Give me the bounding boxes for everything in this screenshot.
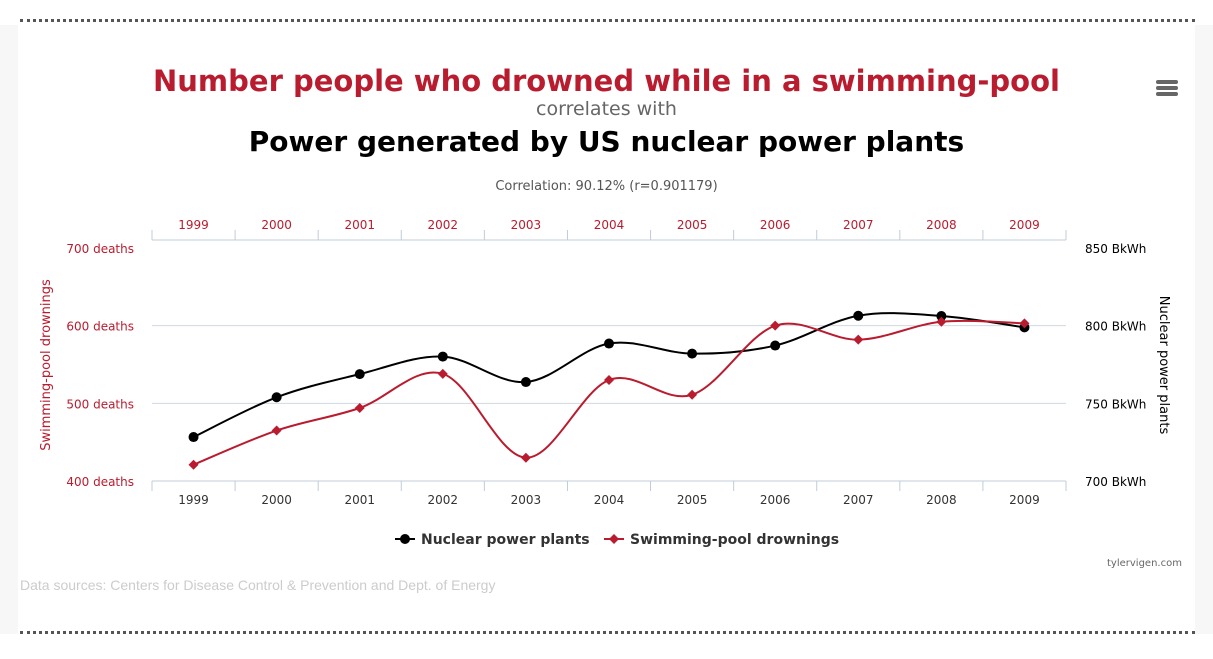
right-y-tick-label: 800 BkWh <box>1085 320 1146 334</box>
legend-circle-icon <box>400 534 410 544</box>
x-tick-label: 2005 <box>677 493 708 507</box>
bottom-divider <box>20 631 1195 634</box>
x-tick-label: 2002 <box>428 493 459 507</box>
top-x-tick-label: 2003 <box>511 218 542 232</box>
x-tick-label: 1999 <box>178 493 209 507</box>
top-x-tick-label: 2004 <box>594 218 625 232</box>
top-x-tick-label: 2008 <box>926 218 957 232</box>
nuclear-point <box>604 338 614 349</box>
top-x-tick-label: 2002 <box>428 218 459 232</box>
x-tick-label: 2008 <box>926 493 957 507</box>
legend-item: Swimming-pool drownings <box>630 532 839 548</box>
x-tick-label: 2001 <box>344 493 375 507</box>
left-y-tick-label: 500 deaths <box>66 397 134 411</box>
drownings-point <box>188 459 199 470</box>
drownings-point <box>853 334 864 345</box>
nuclear-point <box>853 310 864 321</box>
nuclear-point <box>354 369 365 380</box>
right-y-tick-label: 850 BkWh <box>1085 242 1146 256</box>
nuclear-point <box>770 340 781 351</box>
x-tick-label: 2004 <box>594 493 625 507</box>
chart-title: Number people who drowned while in a swi… <box>153 64 1060 98</box>
nuclear-point <box>936 311 947 322</box>
hamburger-menu-icon[interactable] <box>1156 80 1178 98</box>
nuclear-point <box>687 348 698 359</box>
right-y-tick-label: 700 BkWh <box>1085 475 1146 489</box>
drownings-point <box>770 320 781 331</box>
top-x-tick-label: 2007 <box>843 218 874 232</box>
legend-diamond-icon <box>609 534 619 544</box>
x-tick-label: 2003 <box>511 493 542 507</box>
chart-title-2: Power generated by US nuclear power plan… <box>248 125 965 158</box>
credit[interactable]: tylervigen.com <box>1107 558 1182 569</box>
left-y-tick-label: 400 deaths <box>66 475 134 489</box>
chart: 1999 1999 2000 2000 2001 2001 2002 2002 2003 2003… <box>39 218 1171 548</box>
top-x-tick-label: 2001 <box>344 218 375 232</box>
x-tick-label: 2007 <box>843 493 874 507</box>
drownings-point <box>604 375 614 386</box>
nuclear-point <box>520 377 531 388</box>
drownings-point <box>271 425 282 436</box>
chart-subtitle: correlates with <box>536 98 677 120</box>
drownings-point <box>354 402 365 413</box>
correlation-text: Correlation: 90.12% (r=0.901179) <box>495 179 718 194</box>
left-y-tick-label: 700 deaths <box>66 242 134 256</box>
x-tick-label: 2006 <box>760 493 791 507</box>
top-x-tick-label: 2005 <box>677 218 708 232</box>
drownings-point <box>1019 318 1030 329</box>
drownings-point <box>936 316 947 327</box>
drownings-point <box>437 368 448 379</box>
legend-item: Nuclear power plants <box>421 532 590 548</box>
nuclear-point <box>188 432 199 443</box>
drownings-line <box>193 319 1025 466</box>
drownings-point <box>520 452 531 463</box>
nuclear-point <box>437 351 448 362</box>
x-tick-label: 2000 <box>261 493 292 507</box>
side-bg <box>0 25 18 634</box>
right-y-tick-label: 750 BkWh <box>1085 397 1146 411</box>
top-x-tick-label: 2009 <box>1009 218 1040 232</box>
data-sources: Data sources: Centers for Disease Contro… <box>20 577 496 593</box>
top-divider <box>20 19 1195 22</box>
top-x-tick-label: 2000 <box>261 218 292 232</box>
top-x-tick-label: 2006 <box>760 218 791 232</box>
right-axis-title: Nuclear power plants <box>1156 296 1171 435</box>
left-y-tick-label: 600 deaths <box>66 320 134 334</box>
top-x-tick-label: 1999 <box>178 218 209 232</box>
drownings-point <box>687 389 698 400</box>
x-tick-label: 2009 <box>1009 493 1040 507</box>
left-axis-title: Swimming-pool drownings <box>39 279 54 451</box>
nuclear-point <box>271 392 282 403</box>
side-bg <box>1195 25 1213 634</box>
